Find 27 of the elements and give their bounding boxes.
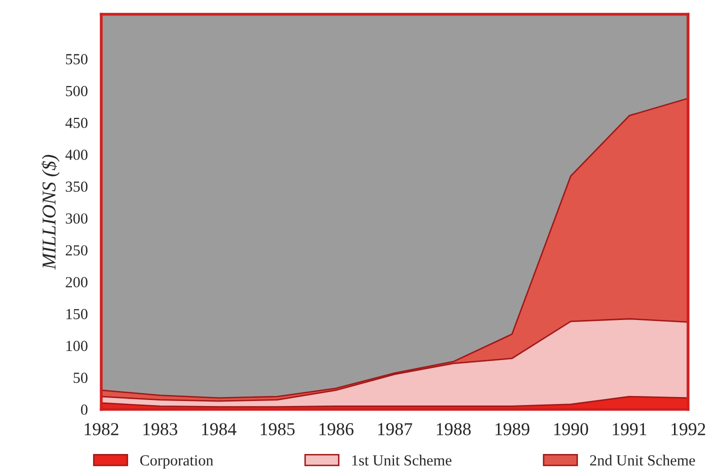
x-tick-label: 1983 (143, 423, 178, 436)
y-tick-label: 250 (66, 245, 88, 256)
legend-label: 2nd Unit Scheme (590, 454, 695, 466)
y-tick-label: 150 (66, 308, 88, 320)
y-tick-label: 300 (66, 213, 88, 224)
x-tick-label: 1986 (320, 423, 354, 436)
x-tick-label: 1992 (672, 423, 706, 436)
y-axis-title: MILLIONS ($) (41, 154, 60, 270)
x-tick-label: 1982 (84, 423, 118, 436)
y-tick-label: 0 (80, 404, 88, 415)
x-tick-label: 1985 (260, 423, 295, 436)
x-tick-label: 1989 (496, 423, 530, 436)
y-tick-label: 100 (66, 340, 88, 352)
x-tick-label: 1988 (436, 423, 471, 436)
x-tick-label: 1991 (612, 423, 646, 436)
y-tick-label: 50 (74, 372, 88, 383)
y-tick-label: 400 (65, 150, 88, 160)
y-tick-label: 500 (66, 86, 88, 96)
y-tick-label: 200 (66, 277, 88, 288)
y-tick-label: 550 (66, 54, 88, 64)
x-tick-label: 1987 (378, 423, 412, 436)
x-tick-label: 1984 (202, 423, 236, 436)
y-tick-label: 450 (65, 118, 88, 128)
legend-label: Corporation (140, 455, 214, 469)
x-tick-label: 1990 (554, 423, 588, 436)
y-tick-label: 350 (66, 181, 88, 192)
legend-label: 1st Unit Scheme (352, 454, 452, 466)
